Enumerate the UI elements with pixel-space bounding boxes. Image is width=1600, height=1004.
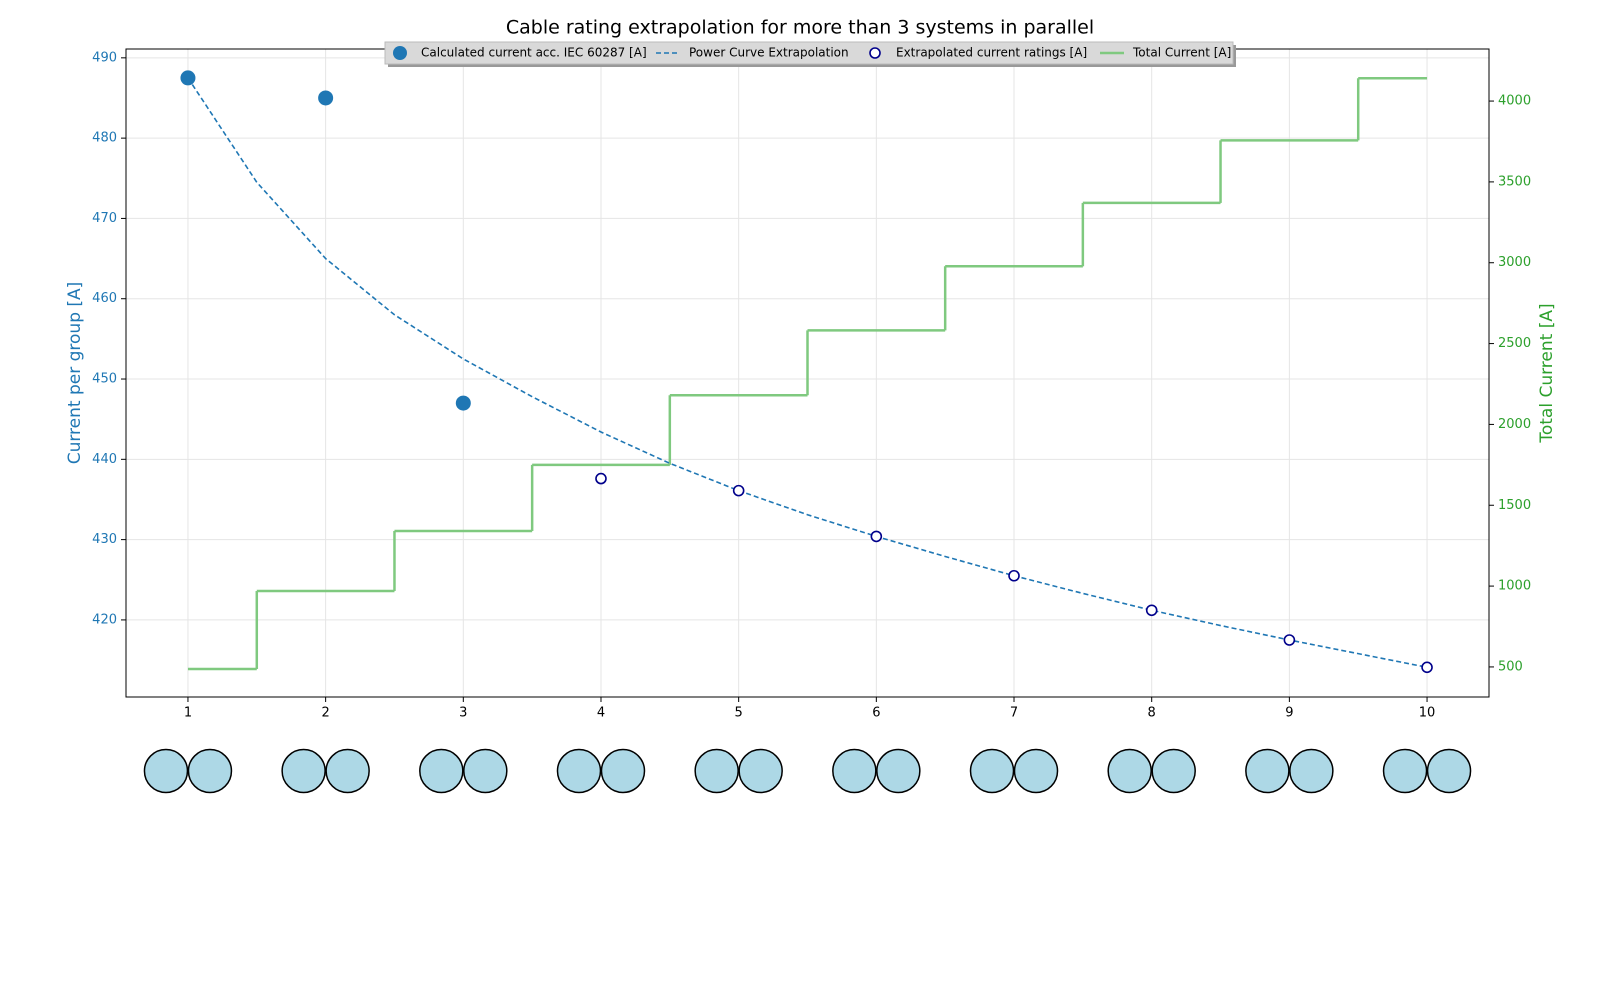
cable-icon: [325, 748, 370, 794]
y2-tick-label: 1000: [1498, 579, 1531, 594]
cable-icon: [556, 748, 602, 794]
point: [1145, 604, 1158, 617]
cable-icon: [1151, 748, 1196, 794]
x-tick-label: 10: [1419, 706, 1436, 721]
y2-tick-label: 2000: [1498, 417, 1531, 432]
point: [1008, 569, 1020, 582]
y2-tick-label: 3000: [1498, 255, 1531, 270]
cable-icon: [969, 748, 1015, 794]
y2-tick-label: 4000: [1498, 94, 1531, 109]
legend-label: Extrapolated current ratings [A]: [896, 46, 1087, 60]
cable-icon: [419, 748, 464, 794]
y-tick-label: 480: [92, 131, 117, 146]
y-tick-label: 450: [92, 372, 117, 387]
y2-tick-label: 3500: [1498, 174, 1531, 189]
y-tick-label: 470: [92, 211, 117, 226]
x-tick-label: 8: [1148, 706, 1156, 721]
cable-icon: [1382, 748, 1428, 794]
x-tick-label: 9: [1285, 706, 1293, 721]
cable-icon: [143, 748, 189, 794]
legend-label: Total Current [A]: [1132, 46, 1231, 60]
y-tick-label: 440: [92, 452, 117, 467]
y2-tick-label: 2500: [1498, 336, 1531, 351]
y-tick-label: 430: [92, 532, 117, 547]
cable-icon: [187, 748, 233, 794]
legend-symbol: [869, 47, 881, 59]
cable-icon: [876, 748, 921, 794]
x-tick-label: 3: [459, 706, 467, 721]
point: [318, 90, 334, 106]
point: [595, 472, 607, 485]
cable-icon: [832, 748, 877, 794]
cable-icon: [738, 748, 783, 794]
point: [180, 70, 196, 86]
cable-icon: [1013, 748, 1059, 794]
legend-box: [384, 41, 1234, 65]
chart-title: Cable rating extrapolation for more than…: [506, 17, 1094, 39]
cable-icon: [600, 748, 646, 794]
point: [1421, 661, 1433, 674]
y-axis-label: Current per group [A]: [65, 282, 85, 465]
legend: Calculated current acc. IEC 60287 [A] Pow…: [384, 41, 1236, 67]
cable-icon: [463, 748, 508, 794]
cable-icon: [1426, 748, 1472, 794]
x-tick-label: 2: [321, 706, 329, 721]
y-tick-label: 420: [92, 612, 117, 627]
legend-label: Power Curve Extrapolation: [689, 46, 849, 60]
x-tick-label: 7: [1010, 706, 1018, 721]
x-tick-label: 6: [872, 706, 880, 721]
cable-icon: [1245, 748, 1290, 794]
y2-axis-label: Total Current [A]: [1537, 303, 1557, 443]
point: [455, 395, 471, 411]
point: [870, 530, 883, 543]
cable-icon: [1107, 748, 1152, 794]
cable-icon: [281, 748, 326, 794]
x-tick-label: 1: [184, 706, 192, 721]
y2-tick-label: 500: [1498, 659, 1523, 674]
y2-tick-label: 1500: [1498, 498, 1531, 513]
cable-icon: [694, 748, 739, 794]
curve: [187, 77, 1428, 669]
point: [732, 484, 745, 497]
legend-symbol: [393, 46, 407, 60]
y-tick-label: 460: [92, 291, 117, 306]
y-tick-label: 490: [92, 50, 117, 65]
point: [1283, 634, 1296, 646]
x-tick-label: 5: [735, 706, 743, 721]
x-tick-label: 4: [597, 706, 605, 721]
cable-icon: [1289, 748, 1334, 794]
legend-label: Calculated current acc. IEC 60287 [A]: [421, 46, 647, 60]
